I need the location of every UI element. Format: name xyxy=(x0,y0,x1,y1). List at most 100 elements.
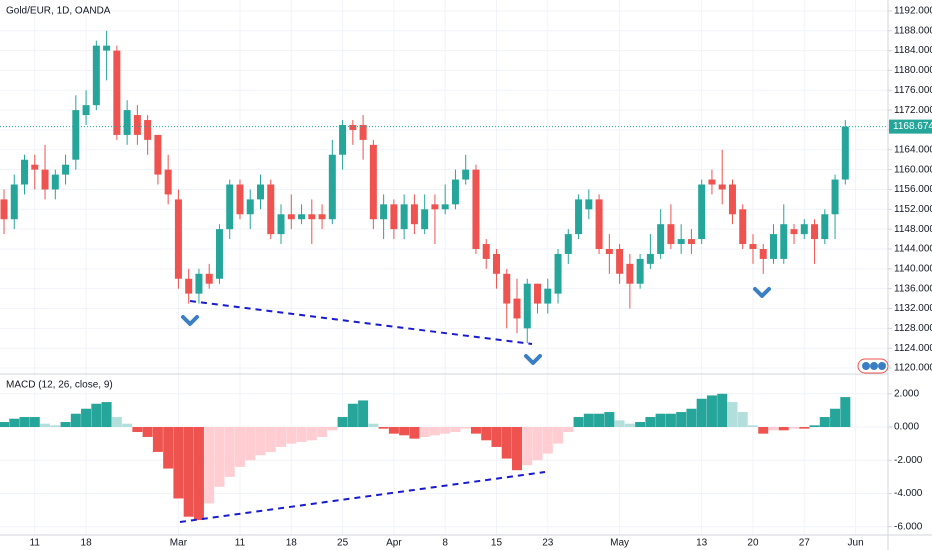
y-tick-label: 1156.000 xyxy=(894,184,932,195)
icon xyxy=(870,362,878,370)
macd-bar xyxy=(789,427,800,429)
candle-body xyxy=(605,248,613,254)
macd-bar xyxy=(532,427,543,461)
candle-body xyxy=(31,164,39,170)
macd-bar xyxy=(265,427,276,452)
candle-body xyxy=(708,179,716,185)
candle-body xyxy=(21,159,29,185)
macd-bar xyxy=(50,425,61,428)
candle-body xyxy=(205,273,213,284)
y-tick-label: -4.000 xyxy=(894,488,923,499)
x-tick-label: 23 xyxy=(542,538,554,549)
candle-body xyxy=(503,273,511,304)
macd-bar xyxy=(409,427,420,439)
macd-bar xyxy=(163,427,174,469)
macd-bar xyxy=(183,427,194,517)
macd-bar xyxy=(583,413,594,428)
icon xyxy=(878,362,886,370)
candle-body xyxy=(554,253,562,294)
macd-bar xyxy=(388,427,399,434)
candle-body xyxy=(780,224,788,259)
macd-bar xyxy=(152,427,163,452)
candle-body xyxy=(626,263,634,284)
macd-bar xyxy=(470,427,481,434)
y-tick-label: 1172.000 xyxy=(894,105,932,116)
last-price-label: 1168.674 xyxy=(893,121,932,132)
last-price-box xyxy=(889,119,932,134)
macd-bar xyxy=(327,427,338,431)
macd-bar xyxy=(173,427,184,499)
candle-body xyxy=(339,124,347,155)
macd-bar xyxy=(0,422,9,428)
candle-body xyxy=(451,179,459,205)
macd-bar xyxy=(91,403,102,428)
candle-body xyxy=(277,214,285,235)
macd-bar xyxy=(758,427,769,434)
macd-bar xyxy=(614,420,625,428)
x-tick-label: 20 xyxy=(747,538,759,549)
indicator-icons xyxy=(857,358,889,374)
candle-body xyxy=(10,184,18,220)
candle-body xyxy=(667,224,675,245)
macd-bar xyxy=(276,427,287,447)
candle-body xyxy=(62,164,70,175)
grid xyxy=(0,0,888,535)
candle-body xyxy=(534,283,542,304)
divergence-lines xyxy=(179,300,546,523)
macd-bar xyxy=(512,427,522,471)
candle-body xyxy=(380,204,388,220)
candle-body xyxy=(523,283,531,329)
candle-body xyxy=(410,204,418,225)
macd-bar xyxy=(358,400,369,428)
y-tick-label: 1184.000 xyxy=(894,45,932,56)
macd-bar xyxy=(840,397,851,428)
macd-bar xyxy=(624,423,635,428)
candle-body xyxy=(144,120,152,140)
x-tick-label: 18 xyxy=(286,538,298,549)
macd-bar xyxy=(132,427,143,432)
macd-bar xyxy=(460,427,471,429)
candle-body xyxy=(51,174,59,190)
candle-body xyxy=(698,184,706,240)
x-tick-label: 27 xyxy=(799,538,811,549)
macd-bar xyxy=(337,417,348,428)
macd-bar xyxy=(727,402,738,428)
candle-body xyxy=(400,204,408,230)
macd-bar xyxy=(193,427,204,521)
macd-bar xyxy=(481,427,492,441)
macd-bar xyxy=(819,417,830,428)
candle-body xyxy=(657,224,665,254)
candle-body xyxy=(318,214,326,220)
candle-body xyxy=(0,199,8,220)
macd-bar xyxy=(9,418,20,428)
macd-bar xyxy=(706,395,717,428)
x-tick-label: May xyxy=(610,538,629,549)
macd-bar xyxy=(830,408,841,428)
macd-divergence xyxy=(179,471,546,523)
candle-body xyxy=(472,169,480,249)
candle-body xyxy=(482,244,490,259)
y-tick-label: 1132.000 xyxy=(894,303,932,314)
candle-body xyxy=(369,144,377,220)
macd-bar xyxy=(655,413,666,428)
macd-bar xyxy=(245,427,256,461)
candle-body xyxy=(585,199,593,210)
candle-body xyxy=(636,258,644,284)
macd-bar xyxy=(809,425,820,428)
candle-body xyxy=(441,204,449,210)
candle-body xyxy=(770,234,777,259)
candle-body xyxy=(215,229,223,279)
candle-body xyxy=(287,214,295,220)
candle-body xyxy=(421,209,429,230)
macd-bar xyxy=(70,413,81,428)
macd-bar xyxy=(40,423,51,428)
y-tick-label: 1140.000 xyxy=(894,263,932,274)
y-tick-label: 1124.000 xyxy=(894,343,932,354)
macd-bar xyxy=(778,427,789,431)
candle-body xyxy=(718,184,726,190)
candle-body xyxy=(267,184,275,235)
macd-bar xyxy=(419,427,430,437)
macd-bar xyxy=(573,417,584,428)
y-tick-label: 1176.000 xyxy=(894,85,932,96)
